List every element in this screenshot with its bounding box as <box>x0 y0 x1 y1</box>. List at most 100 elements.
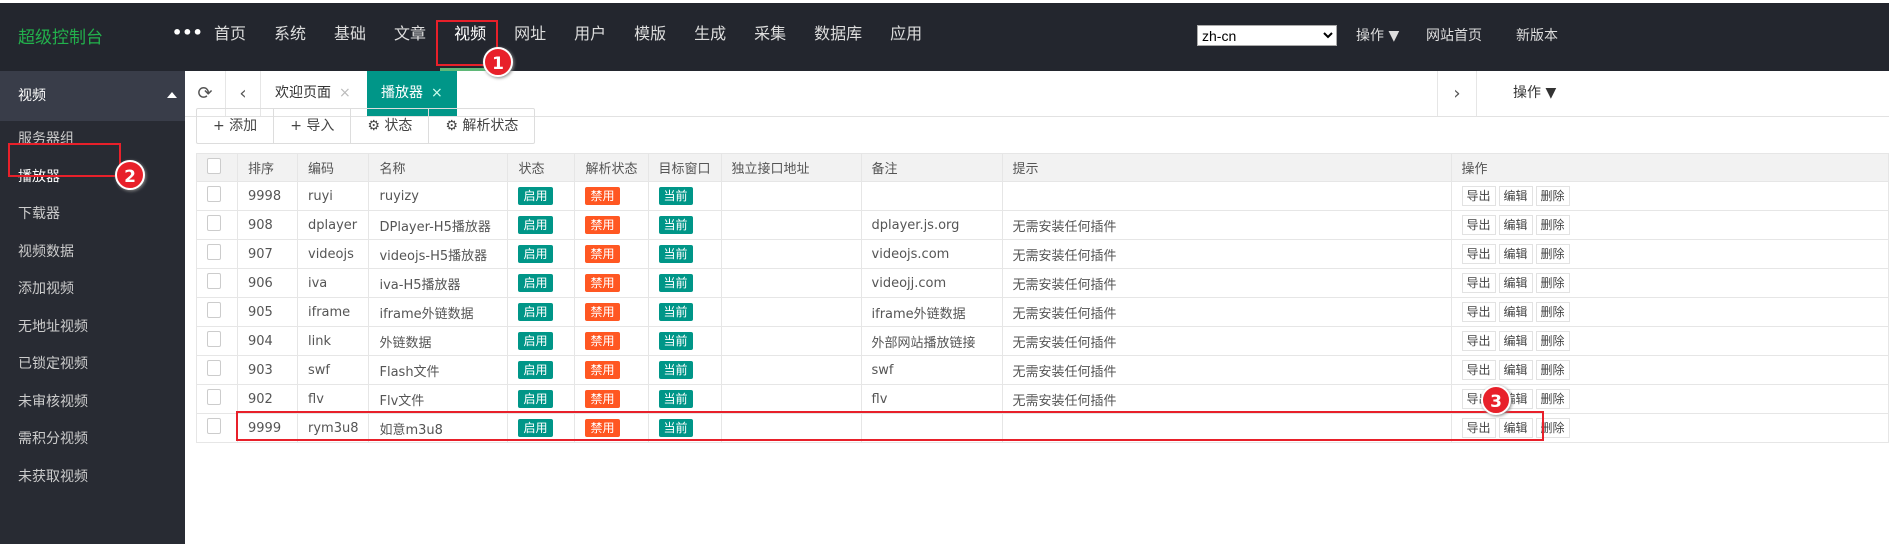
refresh-icon[interactable]: ⟳ <box>185 71 226 116</box>
action-delete-button[interactable]: 删除 <box>1535 331 1570 351</box>
site-home-link[interactable]: 网站首页 <box>1426 28 1482 44</box>
action-export-button[interactable]: 导出 <box>1461 360 1496 380</box>
sidebar-item[interactable]: 服务器组 <box>18 131 74 147</box>
select-all-checkbox[interactable] <box>196 153 238 182</box>
status-badge[interactable]: 当前 <box>658 303 693 321</box>
status-badge[interactable]: 禁用 <box>585 419 620 437</box>
action-edit-button[interactable]: 编辑 <box>1498 418 1533 438</box>
status-badge[interactable]: 禁用 <box>585 245 620 263</box>
row-checkbox[interactable] <box>196 413 238 443</box>
status-badge[interactable]: 禁用 <box>585 216 620 234</box>
nav-item[interactable]: 首页 <box>214 24 247 43</box>
action-delete-button[interactable]: 删除 <box>1535 273 1570 293</box>
status-button[interactable]: ⚙ 状态 <box>351 109 430 143</box>
status-badge[interactable]: 当前 <box>658 390 693 408</box>
row-checkbox[interactable] <box>196 384 238 414</box>
sidebar-item[interactable]: 无地址视频 <box>18 318 88 335</box>
tab-ops-menu[interactable]: 操作 ▼ <box>1513 85 1557 101</box>
status-badge[interactable]: 启用 <box>518 245 553 263</box>
action-delete-button[interactable]: 删除 <box>1535 186 1570 206</box>
nav-item[interactable]: 文章 <box>394 24 427 43</box>
nav-item[interactable]: 视频 <box>440 3 501 71</box>
close-icon[interactable]: × <box>339 85 351 101</box>
action-export-button[interactable]: 导出 <box>1461 186 1496 206</box>
action-delete-button[interactable]: 删除 <box>1535 302 1570 322</box>
row-checkbox[interactable] <box>196 268 238 298</box>
chevron-left-icon[interactable]: ‹ <box>226 71 261 116</box>
action-delete-button[interactable]: 删除 <box>1535 389 1570 409</box>
sidebar-item[interactable]: 播放器 <box>18 168 60 185</box>
status-badge[interactable]: 启用 <box>518 303 553 321</box>
sidebar-item[interactable]: 未获取视频 <box>18 468 88 485</box>
nav-item[interactable]: 应用 <box>890 24 923 43</box>
status-badge[interactable]: 禁用 <box>585 187 620 205</box>
nav-item[interactable]: 模版 <box>634 24 667 43</box>
import-button[interactable]: + 导入 <box>274 109 352 143</box>
status-badge[interactable]: 当前 <box>658 245 693 263</box>
status-badge[interactable]: 当前 <box>658 361 693 379</box>
action-edit-button[interactable]: 编辑 <box>1498 186 1533 206</box>
status-badge[interactable]: 启用 <box>518 332 553 350</box>
action-delete-button[interactable]: 删除 <box>1535 244 1570 264</box>
sidebar-item[interactable]: 下载器 <box>18 206 60 222</box>
status-badge[interactable]: 当前 <box>658 332 693 350</box>
nav-item[interactable]: 基础 <box>334 24 367 43</box>
action-export-button[interactable]: 导出 <box>1461 273 1496 293</box>
language-select[interactable]: zh-cn <box>1197 25 1337 46</box>
nav-item[interactable]: 系统 <box>274 24 307 43</box>
row-checkbox[interactable] <box>196 355 238 385</box>
nav-item[interactable]: 用户 <box>574 24 607 43</box>
action-edit-button[interactable]: 编辑 <box>1498 215 1533 235</box>
action-edit-button[interactable]: 编辑 <box>1498 302 1533 322</box>
parse-status-button[interactable]: ⚙ 解析状态 <box>445 118 519 134</box>
status-badge[interactable]: 禁用 <box>585 303 620 321</box>
action-edit-button[interactable]: 编辑 <box>1498 331 1533 351</box>
row-checkbox[interactable] <box>196 326 238 356</box>
action-export-button[interactable]: 导出 <box>1461 331 1496 351</box>
status-badge[interactable]: 启用 <box>518 187 553 205</box>
action-delete-button[interactable]: 删除 <box>1535 418 1570 438</box>
action-export-button[interactable]: 导出 <box>1461 418 1496 438</box>
add-button[interactable]: + 添加 <box>197 109 275 143</box>
action-edit-button[interactable]: 编辑 <box>1498 244 1533 264</box>
nav-item[interactable]: 网址 <box>514 24 547 43</box>
row-checkbox[interactable] <box>196 210 238 240</box>
sidebar-section-video[interactable]: 视频 <box>0 71 185 121</box>
action-edit-button[interactable]: 编辑 <box>1498 360 1533 380</box>
sidebar-item[interactable]: 视频数据 <box>18 243 74 260</box>
status-badge[interactable]: 当前 <box>658 274 693 292</box>
action-delete-button[interactable]: 删除 <box>1535 360 1570 380</box>
nav-item[interactable]: 生成 <box>694 24 727 43</box>
new-version-link[interactable]: 新版本 <box>1516 28 1558 44</box>
nav-item[interactable]: 采集 <box>754 24 787 43</box>
row-checkbox[interactable] <box>196 181 238 211</box>
sidebar-item[interactable]: 未审核视频 <box>18 393 88 410</box>
action-edit-button[interactable]: 编辑 <box>1498 273 1533 293</box>
status-badge[interactable]: 禁用 <box>585 361 620 379</box>
more-button[interactable]: ••• <box>172 23 203 42</box>
action-export-button[interactable]: 导出 <box>1461 244 1496 264</box>
action-delete-button[interactable]: 删除 <box>1535 215 1570 235</box>
status-badge[interactable]: 启用 <box>518 361 553 379</box>
status-badge[interactable]: 当前 <box>658 187 693 205</box>
status-badge[interactable]: 当前 <box>658 419 693 437</box>
status-badge[interactable]: 禁用 <box>585 274 620 292</box>
sidebar-item[interactable]: 添加视频 <box>18 281 74 297</box>
row-checkbox[interactable] <box>196 239 238 269</box>
action-export-button[interactable]: 导出 <box>1461 302 1496 322</box>
status-badge[interactable]: 启用 <box>518 216 553 234</box>
status-badge[interactable]: 启用 <box>518 419 553 437</box>
chevron-right-icon[interactable]: › <box>1437 71 1477 116</box>
row-checkbox[interactable] <box>196 297 238 327</box>
sidebar-item[interactable]: 已锁定视频 <box>18 356 88 372</box>
status-badge[interactable]: 启用 <box>518 274 553 292</box>
action-export-button[interactable]: 导出 <box>1461 215 1496 235</box>
ops-menu[interactable]: 操作 ▼ <box>1356 28 1400 44</box>
tab-welcome[interactable]: 欢迎页面 × <box>261 71 365 116</box>
nav-item[interactable]: 数据库 <box>814 24 863 43</box>
status-badge[interactable]: 禁用 <box>585 390 620 408</box>
sidebar-item[interactable]: 需积分视频 <box>18 431 88 447</box>
status-badge[interactable]: 当前 <box>658 216 693 234</box>
close-icon[interactable]: × <box>431 85 443 101</box>
status-badge[interactable]: 启用 <box>518 390 553 408</box>
